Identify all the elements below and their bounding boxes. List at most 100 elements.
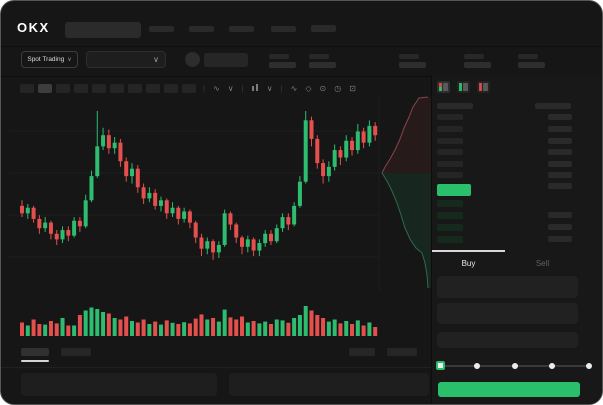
nav-item-placeholder[interactable] — [271, 26, 296, 32]
coin-icon — [185, 52, 200, 67]
bottom-right-button[interactable] — [349, 348, 375, 356]
chart-tool-icons: | ∿ ∨ | ∨ | ∿ ◇ ⊙ ◷ ⊡ — [203, 81, 356, 96]
bid-row-amount-placeholder[interactable] — [548, 212, 572, 218]
buy-submit-button[interactable] — [438, 382, 580, 397]
chevron-down-icon[interactable]: ∨ — [266, 84, 273, 93]
pair-name-placeholder — [204, 53, 248, 67]
timeframe-button[interactable] — [38, 84, 52, 93]
chevron-down-icon[interactable]: ∨ — [227, 84, 234, 93]
bid-row-price-placeholder[interactable] — [437, 212, 463, 219]
search-input[interactable] — [65, 22, 141, 38]
timeframe-button[interactable] — [56, 84, 70, 93]
ask-row-amount-placeholder[interactable] — [548, 161, 572, 167]
active-tab-underline — [432, 250, 505, 252]
fullscreen-icon[interactable]: ⊡ — [349, 84, 356, 93]
last-price-badge[interactable] — [437, 184, 471, 196]
bottom-panel-placeholder — [21, 373, 217, 396]
market-type-button[interactable]: Spot Trading ∨ — [21, 51, 78, 68]
timeframe-button[interactable] — [110, 84, 124, 93]
ask-row-price-placeholder[interactable] — [437, 172, 463, 178]
total-input-placeholder[interactable] — [437, 332, 578, 348]
timeframe-button[interactable] — [92, 84, 106, 93]
okx-logo[interactable]: OKX — [17, 20, 50, 35]
slider-stop-dot[interactable] — [548, 363, 555, 369]
bottom-tab[interactable] — [61, 348, 91, 356]
nav-item-placeholder[interactable] — [229, 26, 254, 32]
stat-label-placeholder — [269, 54, 289, 59]
pair-select-dropdown[interactable]: ∨ — [86, 51, 166, 68]
separator: | — [241, 84, 244, 93]
orderbook-asks-view-icon[interactable] — [477, 81, 490, 93]
candlestick-chart[interactable] — [20, 111, 378, 260]
timeframe-button[interactable] — [182, 84, 196, 93]
bid-row-amount-placeholder[interactable] — [548, 224, 572, 230]
stat-label-placeholder — [309, 54, 329, 59]
tab-sell[interactable]: Sell — [535, 259, 550, 268]
chevron-down-icon: ∨ — [153, 55, 159, 64]
amount-input-placeholder[interactable] — [437, 303, 578, 324]
timeframe-button[interactable] — [20, 84, 34, 93]
ask-row-amount-placeholder[interactable] — [548, 114, 572, 120]
bottom-panel-placeholder — [229, 373, 429, 396]
ask-row-price-placeholder[interactable] — [437, 138, 463, 144]
orderbook-header-placeholder — [437, 103, 473, 109]
bid-row-price-placeholder[interactable] — [437, 236, 463, 243]
bid-row-amount-placeholder[interactable] — [548, 236, 572, 242]
bottom-right-button[interactable] — [387, 348, 417, 356]
slider-handle[interactable] — [436, 361, 445, 370]
depth-chart[interactable] — [378, 96, 431, 291]
orderbook-panel: Buy Sell — [431, 76, 602, 404]
stat-value-placeholder — [518, 62, 545, 68]
active-tab-underline — [21, 360, 49, 362]
ask-row-amount-placeholder[interactable] — [548, 172, 572, 178]
stat-label-placeholder — [518, 54, 538, 59]
divider — [1, 46, 602, 47]
tab-buy[interactable]: Buy — [461, 259, 476, 268]
stat-label-placeholder — [399, 54, 419, 59]
ask-row-price-placeholder[interactable] — [437, 161, 463, 167]
separator: | — [203, 84, 206, 93]
stat-value-placeholder — [309, 62, 336, 68]
line-tool-icon[interactable]: ∿ — [290, 84, 298, 93]
stat-value-placeholder — [399, 62, 426, 68]
stat-label-placeholder — [464, 54, 484, 59]
stat-value-placeholder — [269, 62, 296, 68]
last-price-row-amount-placeholder — [548, 183, 572, 189]
divider — [1, 76, 602, 77]
timeframe-button[interactable] — [146, 84, 160, 93]
bid-row-price-placeholder[interactable] — [437, 224, 463, 231]
nav-item-placeholder[interactable] — [189, 26, 214, 32]
nav-item-placeholder[interactable] — [149, 26, 174, 32]
divider — [1, 367, 431, 368]
ask-row-price-placeholder[interactable] — [437, 114, 463, 120]
slider-stop-dot[interactable] — [586, 363, 592, 369]
measure-icon[interactable]: ◇ — [305, 84, 312, 93]
candle-type-icon[interactable] — [251, 84, 259, 93]
ask-row-amount-placeholder[interactable] — [548, 149, 572, 155]
ask-row-price-placeholder[interactable] — [437, 149, 463, 155]
chart-gridlines — [9, 130, 379, 258]
orderbook-bids-view-icon[interactable] — [457, 81, 470, 93]
timeframe-button[interactable] — [128, 84, 142, 93]
timeframe-button[interactable] — [74, 84, 88, 93]
indicator-ma-icon[interactable]: ∿ — [213, 84, 220, 93]
topbar-right-placeholder[interactable] — [311, 25, 336, 32]
ask-row-amount-placeholder[interactable] — [548, 138, 572, 144]
separator: | — [280, 84, 283, 93]
market-type-label: Spot Trading — [27, 56, 65, 63]
slider-stop-dot[interactable] — [511, 363, 518, 369]
orderbook-combined-view-icon[interactable] — [437, 81, 450, 93]
ask-row-amount-placeholder[interactable] — [548, 126, 572, 132]
orderbook-header-placeholder — [535, 103, 571, 109]
bid-row-price-placeholder[interactable] — [437, 200, 463, 207]
ask-row-price-placeholder[interactable] — [437, 126, 463, 132]
settings-clock-icon[interactable]: ◷ — [334, 84, 342, 93]
volume-chart[interactable] — [20, 306, 378, 336]
price-input-placeholder[interactable] — [437, 276, 578, 298]
bottom-tab-active[interactable] — [21, 348, 49, 356]
timeframe-button[interactable] — [164, 84, 178, 93]
slider-stop-dot[interactable] — [474, 363, 481, 369]
camera-icon[interactable]: ⊙ — [319, 84, 327, 93]
